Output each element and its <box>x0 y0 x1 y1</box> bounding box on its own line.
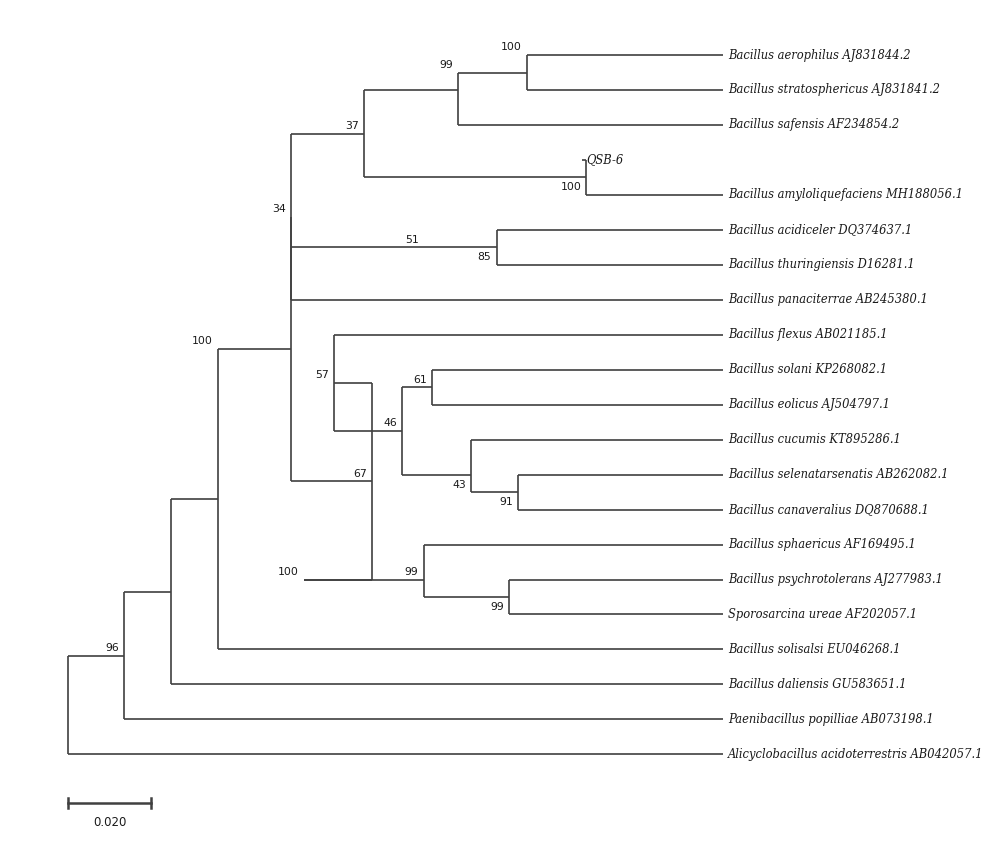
Text: 34: 34 <box>272 205 286 214</box>
Text: Bacillus sphaericus AF169495.1: Bacillus sphaericus AF169495.1 <box>728 538 916 551</box>
Text: 100: 100 <box>192 336 213 347</box>
Text: Bacillus stratosphericus AJ831841.2: Bacillus stratosphericus AJ831841.2 <box>728 84 940 97</box>
Text: Bacillus psychrotolerans AJ277983.1: Bacillus psychrotolerans AJ277983.1 <box>728 573 943 586</box>
Text: 0.020: 0.020 <box>93 817 126 829</box>
Text: Bacillus selenatarsenatis AB262082.1: Bacillus selenatarsenatis AB262082.1 <box>728 468 948 481</box>
Text: 67: 67 <box>353 468 367 479</box>
Text: 61: 61 <box>413 375 427 384</box>
Text: 91: 91 <box>499 497 513 507</box>
Text: QSB-6: QSB-6 <box>586 153 624 166</box>
Text: Bacillus panaciterrae AB245380.1: Bacillus panaciterrae AB245380.1 <box>728 294 928 306</box>
Text: Bacillus solani KP268082.1: Bacillus solani KP268082.1 <box>728 363 887 377</box>
Text: Bacillus safensis AF234854.2: Bacillus safensis AF234854.2 <box>728 118 899 132</box>
Text: Bacillus eolicus AJ504797.1: Bacillus eolicus AJ504797.1 <box>728 398 890 411</box>
Text: 99: 99 <box>439 60 453 70</box>
Text: Bacillus daliensis GU583651.1: Bacillus daliensis GU583651.1 <box>728 678 906 691</box>
Text: 100: 100 <box>278 567 299 577</box>
Text: 99: 99 <box>490 602 504 612</box>
Text: Bacillus cucumis KT895286.1: Bacillus cucumis KT895286.1 <box>728 433 901 446</box>
Text: Bacillus thuringiensis D16281.1: Bacillus thuringiensis D16281.1 <box>728 259 914 271</box>
Text: 37: 37 <box>345 122 359 131</box>
Text: Alicyclobacillus acidoterrestris AB042057.1: Alicyclobacillus acidoterrestris AB04205… <box>728 748 983 761</box>
Text: 57: 57 <box>315 371 329 380</box>
Text: 43: 43 <box>452 479 466 490</box>
Text: 99: 99 <box>405 567 419 577</box>
Text: Bacillus solisalsi EU046268.1: Bacillus solisalsi EU046268.1 <box>728 643 900 656</box>
Text: 100: 100 <box>500 43 521 52</box>
Text: 96: 96 <box>105 643 119 653</box>
Text: Bacillus aerophilus AJ831844.2: Bacillus aerophilus AJ831844.2 <box>728 49 910 62</box>
Text: Sporosarcina ureae AF202057.1: Sporosarcina ureae AF202057.1 <box>728 608 917 621</box>
Text: Bacillus flexus AB021185.1: Bacillus flexus AB021185.1 <box>728 328 887 342</box>
Text: 51: 51 <box>405 235 419 245</box>
Text: Bacillus canaveralius DQ870688.1: Bacillus canaveralius DQ870688.1 <box>728 503 929 516</box>
Text: 46: 46 <box>383 419 397 428</box>
Text: 100: 100 <box>560 182 581 193</box>
Text: Bacillus amyloliquefaciens MH188056.1: Bacillus amyloliquefaciens MH188056.1 <box>728 188 963 201</box>
Text: Bacillus acidiceler DQ374637.1: Bacillus acidiceler DQ374637.1 <box>728 223 912 236</box>
Text: Paenibacillus popilliae AB073198.1: Paenibacillus popilliae AB073198.1 <box>728 713 933 726</box>
Text: 85: 85 <box>478 253 491 262</box>
